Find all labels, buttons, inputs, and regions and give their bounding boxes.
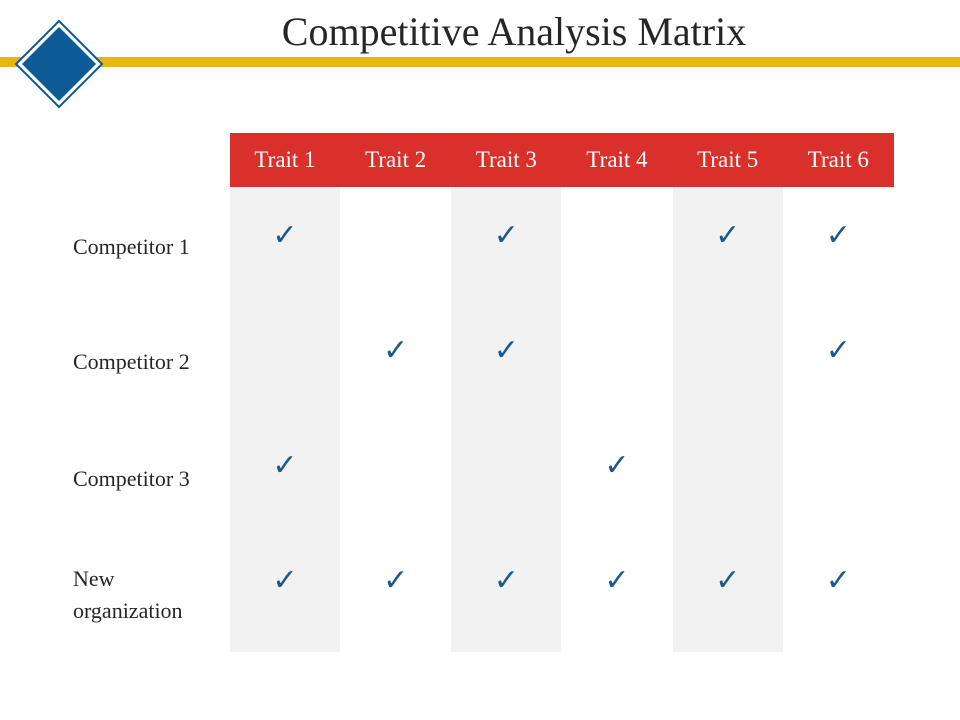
- check-icon: ✓: [604, 563, 630, 598]
- trait-header-5: Trait 5: [697, 147, 759, 172]
- check-icon: ✓: [493, 218, 519, 253]
- trait-header-1: Trait 1: [254, 147, 316, 172]
- check-icon: ✓: [493, 333, 519, 368]
- trait-header-2: Trait 2: [365, 147, 427, 172]
- check-icon: ✓: [272, 563, 298, 598]
- column-shade: [672, 187, 783, 652]
- trait-header-4: Trait 4: [586, 147, 648, 172]
- check-icon: ✓: [272, 218, 298, 253]
- diamond-icon: [14, 19, 104, 109]
- check-icon: ✓: [825, 563, 851, 598]
- row-label-1: Competitor 1: [73, 234, 190, 259]
- check-icon: ✓: [715, 563, 741, 598]
- check-icon: ✓: [383, 333, 409, 368]
- row-label-3: Competitor 3: [73, 466, 190, 491]
- check-icon: ✓: [383, 563, 409, 598]
- column-shade: [451, 187, 562, 652]
- check-icon: ✓: [825, 333, 851, 368]
- column-shade: [230, 187, 340, 652]
- row-label-4: New organization: [73, 566, 183, 623]
- check-icon: ✓: [272, 448, 298, 483]
- check-icon: ✓: [825, 218, 851, 253]
- check-icon: ✓: [604, 448, 630, 483]
- title-accent-bar: [0, 57, 960, 67]
- check-icon: ✓: [493, 563, 519, 598]
- trait-header-6: Trait 6: [807, 147, 869, 172]
- trait-header-3: Trait 3: [475, 147, 537, 172]
- trait-header-band: [230, 133, 894, 187]
- check-icon: ✓: [715, 218, 741, 253]
- page-title: Competitive Analysis Matrix: [281, 9, 747, 54]
- row-label-2: Competitor 2: [73, 349, 190, 374]
